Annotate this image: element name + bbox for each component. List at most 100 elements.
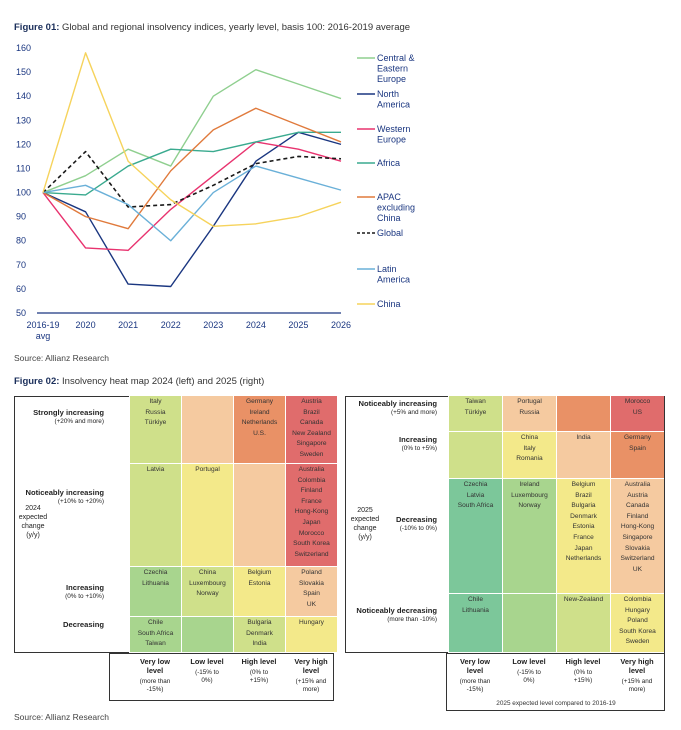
country-label: Canada xyxy=(299,419,324,427)
country-label: Poland xyxy=(301,569,322,576)
figure2-title-text: Insolvency heat map 2024 (left) and 2025… xyxy=(59,376,265,387)
heatmap-cell: Germany Ireland Netherlands U.S. xyxy=(233,396,285,464)
country-label: Italy xyxy=(523,444,536,452)
country-label: South Korea xyxy=(619,627,656,635)
country-label: UK xyxy=(306,600,317,608)
heatmap-footer: 2025 expected level compared to 2016-19 xyxy=(496,700,616,707)
series-line-latin-america xyxy=(42,165,342,242)
heatmap-cell: Germany Spain xyxy=(610,432,664,479)
column-label-title: Very low level xyxy=(460,657,490,675)
country-label: Ireland xyxy=(249,408,270,416)
legend-label: Latin America xyxy=(377,264,410,285)
country-label: Taiwan xyxy=(465,398,486,405)
y-tick-label: 90 xyxy=(16,212,26,222)
heatmap-cell: Bulgaria Denmark India xyxy=(233,617,285,653)
country-label: South Korea xyxy=(293,540,330,548)
x-tick-label: 2025 xyxy=(288,320,308,330)
column-label-title: Low level xyxy=(190,657,224,666)
figure2-title: Figure 02: Insolvency heat map 2024 (lef… xyxy=(14,376,264,387)
country-label: India xyxy=(252,640,267,648)
series-line-north-america xyxy=(42,131,342,288)
country-label: Sweden xyxy=(299,450,324,458)
row-label-title: Decreasing xyxy=(396,515,437,524)
heatmap-cell: Ireland Luxembourg Norway xyxy=(502,479,556,594)
country-label: Morocco xyxy=(298,529,325,537)
row-label: Strongly increasing (+20% and more) xyxy=(16,408,104,426)
figure1-title-text: Global and regional insolvency indices, … xyxy=(59,22,411,33)
column-label: Very low level (more than -15%) xyxy=(129,657,181,694)
row-label-title: Noticeably increasing xyxy=(25,488,105,497)
column-label: Low level (-15% to 0%) xyxy=(502,657,556,685)
country-label: India xyxy=(576,434,591,441)
country-label: Czechia xyxy=(143,569,168,576)
row-label-range: (+5% and more) xyxy=(391,409,437,416)
row-label: Increasing (0% to +5%) xyxy=(345,435,437,453)
x-tick-label: 2016-19 xyxy=(26,320,59,330)
country-label: Türkiye xyxy=(144,419,167,427)
row-label-title: Strongly increasing xyxy=(33,408,104,417)
row-label: Decreasing (-10% to 0%) xyxy=(345,515,437,533)
country-label: Belgium xyxy=(571,481,596,488)
column-label-range: (more than -15%) xyxy=(459,678,491,693)
heatmap-cell: Belgium Estonia xyxy=(233,567,285,617)
legend-label: China xyxy=(377,299,401,309)
country-label: Canada xyxy=(625,502,650,510)
y-tick-label: 140 xyxy=(16,91,31,101)
country-label: Slovakia xyxy=(625,544,650,552)
country-label: Colombia xyxy=(623,596,652,603)
y-tick-label: 110 xyxy=(16,163,30,173)
column-label-title: High level xyxy=(565,657,601,666)
side-label: 2025 expected change (y/y) xyxy=(350,507,380,541)
country-label: Italy xyxy=(149,398,162,405)
series-line-global xyxy=(42,150,342,208)
country-label: Lithuania xyxy=(462,606,489,614)
row-label-title: Noticeably decreasing xyxy=(356,606,437,615)
row-label: Decreasing xyxy=(16,620,104,629)
country-label: Taiwan xyxy=(145,640,166,648)
column-label-range: (-15% to 0%) xyxy=(517,669,541,684)
country-label: Australia xyxy=(298,466,325,473)
country-label: France xyxy=(573,533,594,541)
column-label-title: High level xyxy=(241,657,277,666)
country-label: South Africa xyxy=(137,629,174,637)
heatmap-cell xyxy=(181,617,233,653)
country-label: New Zealand xyxy=(292,429,331,437)
heatmap-cell: Portugal xyxy=(181,464,233,567)
country-label: France xyxy=(301,497,322,505)
country-label: Brazil xyxy=(575,491,592,499)
country-label: Russia xyxy=(519,408,540,416)
row-label-range: (0% to +5%) xyxy=(401,445,437,452)
country-label: Austria xyxy=(301,398,322,405)
heatmap-cell: Hungary xyxy=(285,617,337,653)
x-tick-label: 2021 xyxy=(118,320,138,330)
country-label: Hungary xyxy=(299,619,324,626)
row-label-range: (+20% and more) xyxy=(54,418,104,425)
legend-label: Africa xyxy=(377,158,400,168)
row-label-title: Increasing xyxy=(399,435,437,444)
country-label: Chile xyxy=(467,596,484,603)
country-label: Spain xyxy=(629,444,646,452)
column-label-range: (+15% and more) xyxy=(621,678,653,693)
country-label: Chile xyxy=(147,619,164,626)
series-line-western-europe xyxy=(42,141,342,252)
x-tick-label: 2024 xyxy=(246,320,266,330)
row-label-range: (+10% to +20%) xyxy=(57,498,104,505)
column-header-box xyxy=(109,653,334,701)
column-label-range: (+15% and more) xyxy=(295,678,327,693)
country-label: Switzerland xyxy=(620,555,655,563)
country-label: Germany xyxy=(245,398,274,405)
heatmap-cell: Chile Lithuania xyxy=(448,594,502,653)
column-label: Low level (-15% to 0%) xyxy=(181,657,233,685)
figure1-title: Figure 01: Global and regional insolvenc… xyxy=(14,22,410,33)
country-label: Hong-Kong xyxy=(294,508,329,516)
heatmap-cell: Austria Brazil Canada New Zealand Singapore S… xyxy=(285,396,337,464)
country-label: Estonia xyxy=(572,523,595,531)
country-label: Bulgaria xyxy=(247,619,272,626)
column-label: High level (0% to +15%) xyxy=(233,657,285,685)
y-tick-label: 60 xyxy=(16,284,26,294)
x-tick-label: 2020 xyxy=(76,320,96,330)
legend-label: APAC excluding China xyxy=(377,192,415,223)
figure1-title-number: Figure 01: xyxy=(14,22,60,33)
heatmap-cell: Colombia Hungary Poland South Korea Sweden xyxy=(610,594,664,653)
y-tick-label: 100 xyxy=(16,188,31,198)
